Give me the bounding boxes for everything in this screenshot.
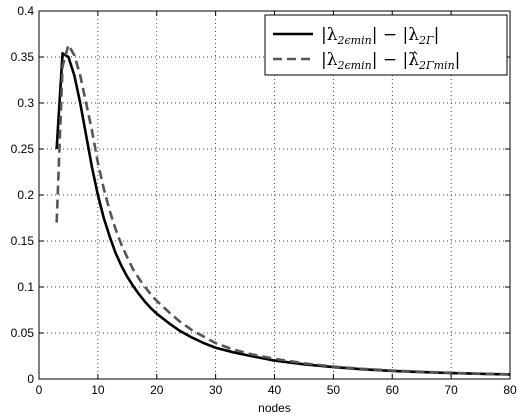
legend-box bbox=[264, 14, 508, 76]
x-tick-label: 60 bbox=[386, 383, 400, 397]
y-tick-label: 0.05 bbox=[11, 326, 35, 340]
x-tick-label: 10 bbox=[91, 383, 105, 397]
series-layer bbox=[55, 43, 511, 376]
y-tick-label: 0.15 bbox=[11, 234, 35, 248]
x-tick-label: 50 bbox=[327, 383, 341, 397]
x-tick-label: 0 bbox=[36, 383, 43, 397]
series-line-dashed bbox=[55, 43, 511, 376]
x-tick-label: 20 bbox=[150, 383, 164, 397]
y-tick-label: 0.25 bbox=[11, 142, 35, 156]
x-axis-label: nodes bbox=[258, 401, 291, 415]
y-tick-label: 0.2 bbox=[17, 188, 34, 202]
legend-entry-1: |λ2ϵmin| − |λ2Γ| bbox=[321, 25, 439, 47]
x-tick-label: 70 bbox=[444, 383, 458, 397]
y-tick-label: 0.3 bbox=[17, 96, 34, 110]
tick-labels: 0 10 20 30 40 50 60 70 80 0 0.05 0.1 0.15 0.2 0.25 0.3 0… bbox=[11, 4, 517, 397]
y-tick-label: 0.4 bbox=[17, 4, 34, 18]
y-tick-label: 0.35 bbox=[11, 50, 35, 64]
x-tick-label: 30 bbox=[209, 383, 223, 397]
x-tick-label: 40 bbox=[268, 383, 282, 397]
legend-entry-2: |λ2ϵmin| − |λ̂2Γmin| bbox=[321, 50, 460, 72]
y-tick-label: 0 bbox=[27, 372, 34, 386]
y-tick-label: 0.1 bbox=[17, 280, 34, 294]
legend: |λ2ϵmin| − |λ2Γ| |λ2ϵmin| − |λ̂2Γmin| bbox=[264, 14, 508, 76]
x-tick-label: 80 bbox=[503, 383, 517, 397]
